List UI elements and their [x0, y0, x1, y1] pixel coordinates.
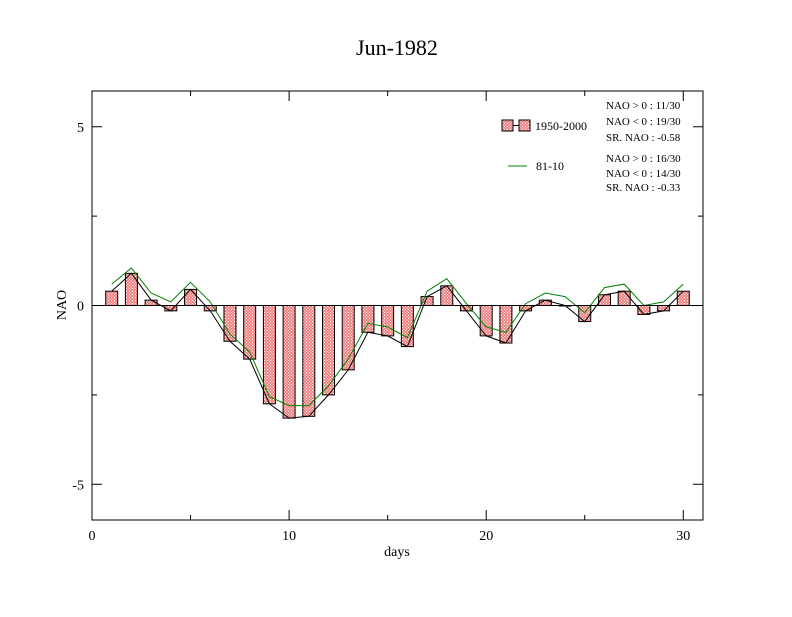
- y-axis-label: NAO: [55, 290, 70, 320]
- legend-label-81-10: 81-10: [536, 159, 564, 173]
- stats-81-10-negative: NAO < 0 : 14/30: [606, 168, 681, 180]
- bar-day-5: [184, 288, 198, 307]
- y-tick-label--5: -5: [72, 478, 84, 493]
- bar-day-2: [124, 272, 138, 307]
- legend: 1950-2000 81-10 NAO > 0 : 11/30 NAO < 0 …: [501, 100, 681, 194]
- y-tick-label-0: 0: [77, 300, 84, 315]
- line-1950-2000-black: [111, 272, 684, 419]
- legend-label-1950-2000: 1950-2000: [535, 119, 587, 133]
- stats-1950-2000-sr: SR. NAO : -0.58: [606, 132, 681, 144]
- x-tick-label-0: 0: [89, 529, 96, 544]
- line-81-10-green: [111, 267, 684, 407]
- bar-day-12: [322, 305, 336, 396]
- legend-swatch-1950-2000-right: [518, 119, 531, 132]
- x-tick-label-20: 20: [479, 529, 493, 544]
- chart-title: Jun-1982: [356, 35, 438, 60]
- line-series: [111, 267, 684, 419]
- bar-day-10: [282, 305, 296, 419]
- bar-series-1950-2000: [105, 272, 690, 419]
- bar-day-18: [440, 285, 454, 306]
- bar-day-9: [262, 305, 276, 405]
- bar-day-11: [302, 305, 316, 417]
- y-tick-label-5: 5: [77, 121, 84, 136]
- bar-day-8: [243, 305, 257, 360]
- stats-81-10-positive: NAO > 0 : 16/30: [606, 153, 681, 165]
- bar-day-27: [617, 290, 631, 307]
- bar-day-7: [223, 305, 237, 342]
- stats-81-10-sr: SR. NAO : -0.33: [606, 182, 681, 194]
- bar-day-1: [105, 290, 119, 307]
- bar-day-30: [676, 290, 690, 307]
- axes: 0 10 20 30 5 0 -5: [72, 91, 703, 544]
- legend-swatch-1950-2000: [501, 119, 514, 132]
- bar-day-16: [400, 305, 414, 348]
- bar-day-14: [361, 305, 375, 333]
- bar-day-15: [381, 305, 395, 337]
- bar-day-13: [341, 305, 355, 371]
- stats-1950-2000-positive: NAO > 0 : 11/30: [606, 100, 681, 112]
- bar-day-21: [499, 305, 513, 344]
- x-tick-label-30: 30: [676, 529, 690, 544]
- x-tick-label-10: 10: [282, 529, 296, 544]
- stats-1950-2000-negative: NAO < 0 : 19/30: [606, 116, 681, 128]
- x-axis-label: days: [384, 545, 410, 560]
